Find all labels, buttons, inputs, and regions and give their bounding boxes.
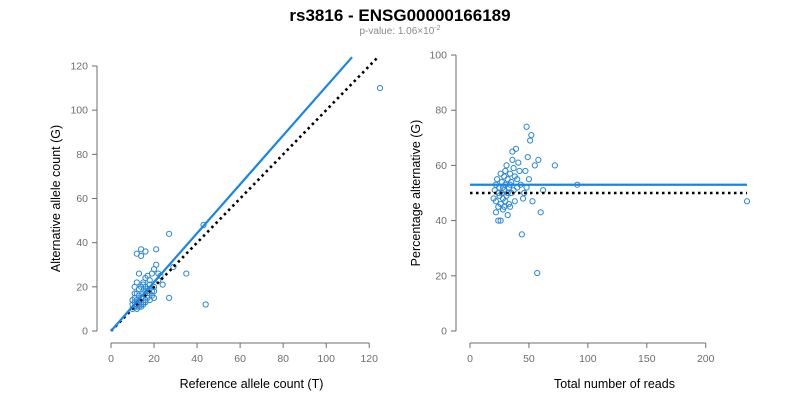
right-data-point bbox=[522, 167, 529, 175]
right-y-tick-label: 100 bbox=[429, 50, 447, 62]
right-data-point bbox=[528, 131, 535, 139]
right-data-point bbox=[516, 167, 523, 175]
left-data-point bbox=[129, 296, 136, 304]
left-y-tick-label: 120 bbox=[70, 61, 88, 73]
right-data-point bbox=[515, 159, 522, 166]
right-data-point bbox=[531, 162, 538, 169]
subtitle-prefix: p-value: 1.06×10 bbox=[359, 26, 434, 37]
right-data-point bbox=[743, 198, 751, 205]
right-data-point bbox=[497, 217, 504, 224]
right-data-point bbox=[537, 209, 544, 216]
right-x-tick-label: 200 bbox=[697, 353, 715, 365]
left-x-tick-label: 60 bbox=[234, 353, 246, 365]
right-data-point bbox=[534, 269, 541, 277]
left-x-tick-label: 40 bbox=[191, 353, 203, 365]
right-data-point bbox=[506, 203, 514, 210]
left-data-point bbox=[159, 281, 166, 288]
right-data-point bbox=[510, 165, 517, 172]
subtitle-exponent: -2 bbox=[434, 25, 440, 32]
left-data-point bbox=[202, 301, 209, 308]
left-data-point bbox=[131, 283, 138, 290]
left-y-tick-label: 40 bbox=[76, 237, 88, 249]
right-data-point bbox=[492, 209, 500, 216]
left-fit-line bbox=[110, 56, 353, 332]
left-x-tick-label: 120 bbox=[360, 353, 378, 365]
right-data-point bbox=[511, 198, 518, 205]
right-data-point bbox=[523, 123, 530, 130]
right-data-point bbox=[501, 173, 508, 180]
right-data-point bbox=[551, 162, 558, 169]
right-data-point bbox=[514, 176, 521, 183]
left-y-tick-label: 20 bbox=[76, 281, 88, 293]
right-data-point bbox=[501, 203, 508, 210]
right-scatter-panel: 0 50 100 150 200 0 20 40 60 80 100 Total number of … bbox=[409, 50, 751, 391]
left-data-point bbox=[131, 290, 138, 297]
right-y-tick-label: 0 bbox=[441, 326, 447, 338]
right-data-point bbox=[505, 200, 512, 208]
right-y-tick-label: 80 bbox=[435, 105, 447, 117]
left-y-tick-label: 0 bbox=[82, 326, 88, 338]
left-data-point bbox=[166, 294, 173, 301]
right-data-point bbox=[529, 198, 536, 205]
left-scatter-panel: 0 20 40 60 80 100 120 0 20 40 60 80 100 120 Reference … bbox=[49, 56, 384, 391]
right-x-tick-label: 0 bbox=[467, 353, 473, 365]
left-data-point bbox=[153, 246, 160, 253]
right-data-point bbox=[509, 148, 516, 155]
right-data-point bbox=[518, 231, 525, 238]
right-x-axis-title: Total number of reads bbox=[554, 377, 675, 391]
right-y-tick-label: 40 bbox=[435, 215, 447, 227]
left-data-point bbox=[170, 263, 177, 271]
right-data-point bbox=[525, 176, 533, 183]
right-data-point bbox=[527, 137, 534, 144]
right-data-point bbox=[519, 195, 527, 202]
left-data-point bbox=[135, 270, 143, 277]
left-data-point bbox=[183, 270, 190, 277]
right-data-point bbox=[512, 145, 520, 152]
left-reference-line bbox=[110, 56, 379, 332]
right-data-point bbox=[509, 156, 516, 163]
right-data-point bbox=[521, 189, 528, 197]
left-y-tick-label: 80 bbox=[76, 149, 88, 161]
left-data-point bbox=[150, 294, 158, 301]
right-y-tick-label: 20 bbox=[435, 270, 447, 282]
right-data-point bbox=[503, 162, 510, 169]
right-data-point bbox=[504, 189, 511, 197]
left-data-point bbox=[142, 248, 149, 255]
right-x-tick-label: 100 bbox=[579, 353, 597, 365]
right-data-point bbox=[504, 176, 511, 183]
right-data-point bbox=[502, 167, 509, 175]
chart-subtitle: p-value: 1.06×10-2 bbox=[359, 25, 440, 37]
right-data-point bbox=[494, 176, 501, 183]
chart-title: rs3816 - ENSG00000166189 bbox=[289, 6, 510, 25]
right-y-axis-title: Percentage alternative (G) bbox=[409, 120, 423, 267]
left-y-axis-title: Alternative allele count (G) bbox=[49, 125, 63, 272]
left-data-point bbox=[376, 84, 384, 92]
left-y-tick-label: 100 bbox=[70, 105, 88, 117]
left-y-tick-label: 60 bbox=[76, 193, 88, 205]
left-data-point bbox=[146, 277, 153, 284]
right-data-point bbox=[499, 206, 507, 213]
right-x-tick-label: 50 bbox=[523, 353, 535, 365]
right-data-point bbox=[504, 211, 511, 219]
left-data-point bbox=[153, 261, 160, 268]
right-data-point bbox=[495, 217, 502, 224]
left-x-tick-label: 0 bbox=[108, 353, 114, 365]
left-data-point bbox=[166, 230, 173, 237]
right-data-point bbox=[524, 154, 531, 161]
left-x-tick-label: 80 bbox=[277, 353, 289, 365]
right-data-point bbox=[492, 198, 500, 205]
left-x-tick-label: 100 bbox=[317, 353, 335, 365]
left-x-tick-label: 20 bbox=[148, 353, 160, 365]
right-y-tick-label: 60 bbox=[435, 160, 447, 172]
left-data-point bbox=[138, 252, 145, 260]
right-data-point bbox=[535, 156, 542, 163]
right-data-point bbox=[506, 170, 514, 177]
left-x-axis-title: Reference allele count (T) bbox=[180, 377, 324, 391]
left-data-point bbox=[200, 221, 207, 229]
right-x-tick-label: 150 bbox=[638, 353, 656, 365]
